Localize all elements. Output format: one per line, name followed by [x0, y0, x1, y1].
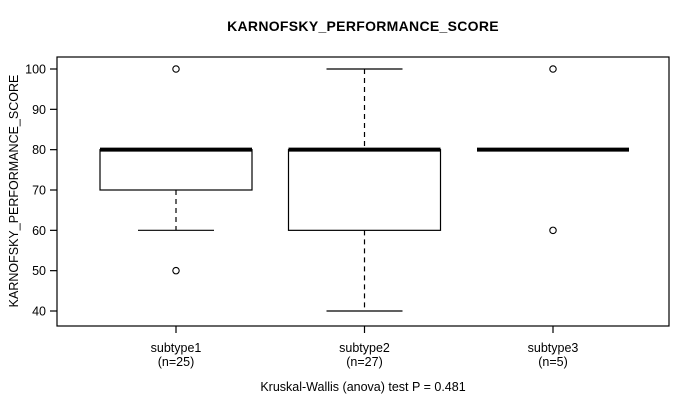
group-label: subtype1	[151, 341, 202, 355]
y-tick-label: 70	[32, 184, 46, 198]
y-tick-label: 60	[32, 224, 46, 238]
group-label: subtype2	[339, 341, 390, 355]
stats-caption: Kruskal-Wallis (anova) test P = 0.481	[260, 380, 466, 394]
y-tick-label: 50	[32, 264, 46, 278]
y-tick-label: 100	[25, 63, 46, 77]
outlier-point	[549, 65, 557, 73]
y-tick-label: 80	[32, 143, 46, 157]
plot-frame	[56, 56, 670, 327]
outlier-point	[172, 266, 180, 275]
y-tick-label: 40	[32, 305, 46, 319]
group-sublabel: (n=27)	[346, 355, 382, 369]
outlier-point	[172, 65, 180, 73]
group-sublabel: (n=5)	[538, 355, 568, 369]
box-subtype1	[99, 149, 253, 191]
y-tick-label: 90	[32, 103, 46, 117]
chart-title: KARNOFSKY_PERFORMANCE_SCORE	[227, 18, 499, 34]
outlier-point	[549, 226, 557, 235]
group-sublabel: (n=25)	[158, 355, 194, 369]
group-label: subtype3	[528, 341, 579, 355]
box-subtype2	[287, 149, 442, 231]
